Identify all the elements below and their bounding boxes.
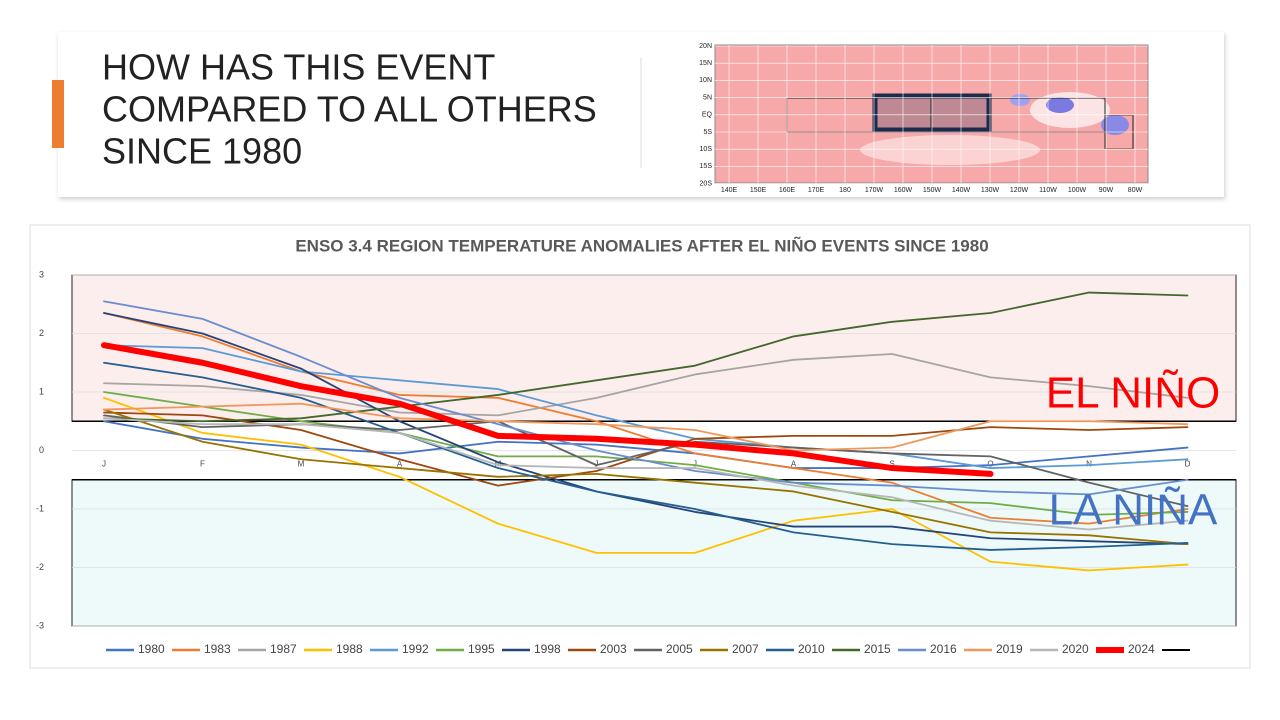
lon-label: 160W bbox=[894, 187, 913, 194]
lon-label: 140E bbox=[721, 187, 738, 194]
series-line bbox=[103, 312, 1189, 545]
lon-label: 100W bbox=[1068, 187, 1087, 194]
y-tick-label: 0 bbox=[39, 445, 44, 455]
x-tick-label: A bbox=[791, 460, 797, 469]
lon-label: 110W bbox=[1039, 187, 1057, 194]
legend-label: 1995 bbox=[468, 642, 495, 656]
series-line bbox=[103, 300, 1189, 496]
legend-label: 2024 bbox=[1128, 642, 1155, 656]
x-tick-label: M bbox=[298, 460, 305, 469]
lon-label: 120W bbox=[1010, 187, 1029, 194]
lon-label: 170E bbox=[808, 187, 825, 194]
annotation: EL NIÑO bbox=[1046, 368, 1220, 418]
legend-label: 2003 bbox=[600, 642, 627, 656]
y-tick-label: 1 bbox=[39, 386, 44, 396]
lat-label: EQ bbox=[702, 112, 713, 119]
lat-label: 20S bbox=[700, 180, 713, 187]
lon-label: 140W bbox=[952, 187, 971, 194]
legend-label: 1987 bbox=[270, 642, 297, 656]
legend-label: 1992 bbox=[402, 642, 429, 656]
series-line bbox=[103, 417, 1189, 531]
y-tick-label: -2 bbox=[36, 562, 44, 572]
slide-title: HOW HAS THIS EVENT bbox=[102, 47, 495, 88]
el-nino-zone bbox=[71, 274, 1237, 422]
series-line bbox=[103, 361, 1189, 551]
legend-label: 1998 bbox=[534, 642, 561, 656]
lat-label: 20N bbox=[699, 43, 712, 50]
series-line bbox=[103, 408, 1189, 545]
x-tick-label: O bbox=[987, 460, 993, 469]
lat-label: 15S bbox=[700, 163, 713, 170]
series-line bbox=[103, 353, 1189, 417]
series-line bbox=[103, 396, 1189, 572]
slide-title: SINCE 1980 bbox=[102, 131, 302, 172]
y-tick-label: -1 bbox=[36, 503, 44, 513]
legend-label: 2020 bbox=[1062, 642, 1089, 656]
legend-label: 2019 bbox=[996, 642, 1023, 656]
legend-label: 1980 bbox=[138, 642, 165, 656]
map-blob bbox=[1010, 94, 1030, 106]
legend-label: 2016 bbox=[930, 642, 957, 656]
lon-label: 170W bbox=[865, 187, 884, 194]
series-line bbox=[103, 291, 1189, 423]
slide-title: COMPARED TO ALL OTHERS bbox=[102, 89, 597, 130]
series-line bbox=[103, 411, 1189, 487]
x-tick-label: J bbox=[595, 460, 599, 469]
lat-label: 15N bbox=[699, 60, 712, 67]
map-blob bbox=[1046, 97, 1074, 113]
lat-label: 10S bbox=[700, 146, 713, 153]
lon-label: 90W bbox=[1099, 187, 1114, 194]
x-tick-label: D bbox=[1185, 460, 1191, 469]
lon-label: 160E bbox=[779, 187, 796, 194]
x-tick-label: J bbox=[102, 460, 106, 469]
lat-label: 5N bbox=[703, 94, 712, 101]
legend-label: 2010 bbox=[798, 642, 825, 656]
y-tick-label: 2 bbox=[39, 328, 44, 338]
series-line bbox=[103, 312, 1189, 525]
legend-label: 1983 bbox=[204, 642, 231, 656]
x-tick-label: A bbox=[397, 460, 403, 469]
legend-label: 2005 bbox=[666, 642, 693, 656]
lon-label: 130W bbox=[981, 187, 1000, 194]
x-tick-label: J bbox=[693, 460, 697, 469]
x-tick-label: M bbox=[495, 460, 502, 469]
y-tick-label: 3 bbox=[39, 269, 44, 279]
lat-label: 10N bbox=[699, 77, 712, 84]
legend-label: 2007 bbox=[732, 642, 759, 656]
map-blob bbox=[860, 135, 1040, 165]
legend-label: 1988 bbox=[336, 642, 363, 656]
series-line bbox=[101, 342, 994, 477]
lon-label: 150W bbox=[923, 187, 942, 194]
lat-label: 5S bbox=[703, 129, 712, 136]
chart-title: ENSO 3.4 REGION TEMPERATURE ANOMALIES AF… bbox=[295, 235, 988, 255]
lon-label: 80W bbox=[1128, 187, 1143, 194]
legend-label: 2015 bbox=[864, 642, 891, 656]
sst-map: 20N 15N 10N 5N EQ 5S 10S 15S 20S 140E 150E 160E 170E… bbox=[699, 43, 1149, 194]
x-tick-label: N bbox=[1086, 460, 1092, 469]
x-tick-label: F bbox=[200, 460, 205, 469]
accent-bar bbox=[52, 80, 64, 148]
map-blob bbox=[1101, 115, 1129, 135]
x-tick-label: S bbox=[889, 460, 894, 469]
lon-label: 150E bbox=[750, 187, 767, 194]
lon-label: 180 bbox=[839, 187, 851, 194]
series-line bbox=[103, 402, 1189, 452]
annotation: LA NIÑA bbox=[1049, 485, 1218, 535]
series-line bbox=[103, 420, 1189, 469]
y-tick-label: -3 bbox=[36, 620, 44, 630]
